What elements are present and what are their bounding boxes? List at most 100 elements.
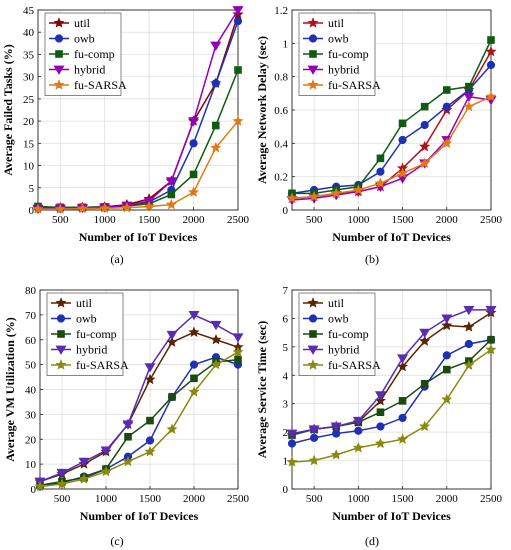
y-axis-label: Average VM Utilization (%) [3,317,17,462]
data-point-fu-SARSA [32,203,44,214]
x-tick-label: 2000 [436,493,459,505]
series-line-fu-comp [39,358,239,487]
y-tick-label: 5 [283,342,289,354]
y-tick-label: 80 [25,285,37,297]
y-tick-label: 7 [283,285,289,297]
x-tick-label: 2500 [480,493,503,505]
data-point-fu-comp [234,355,242,364]
y-tick-label: 10 [23,161,35,173]
y-tick-label: 0.2 [274,172,288,184]
data-point-owb [145,436,155,445]
x-tick-label: 2000 [436,214,459,226]
data-point-fu-SARSA [143,200,155,212]
legend-marker-util [55,297,67,308]
data-point-util [485,45,497,57]
data-point-owb [354,426,363,435]
data-point-fu-comp [442,365,451,374]
data-point-owb [376,422,385,431]
x-tick-label: 1000 [347,214,370,226]
data-point-hybrid [441,314,453,324]
series-hybrid [286,306,497,439]
y-axis-label: Average Failed Tasks (%) [1,44,15,175]
series-hybrid [34,310,244,487]
data-point-fu-SARSA [99,202,111,213]
legend-marker-owb [308,314,318,323]
data-point-fu-comp [376,154,385,163]
data-point-owb [420,120,429,130]
data-point-hybrid [463,306,475,316]
data-point-fu-SARSA [308,190,320,202]
y-tick-label: 30 [23,72,35,84]
legend-marker-hybrid [307,345,319,355]
legend-label-hybrid: hybrid [328,343,359,357]
panel-caption: (a) [110,252,123,266]
data-point-fu-SARSA [485,90,497,102]
legend-label-hybrid: hybrid [74,63,105,77]
data-point-fu-comp [189,170,198,179]
y-axis-label: Average Network Delay (sec) [255,36,269,184]
legend-marker-util [53,17,65,28]
legend-label-util: util [328,296,345,310]
data-point-owb [287,439,297,448]
data-point-hybrid [352,416,364,427]
legend-marker-fu-comp [309,330,317,338]
data-point-hybrid [330,422,342,432]
data-point-fu-SARSA [485,343,497,355]
y-tick-label: 70 [25,310,37,322]
legend-label-util: util [328,16,345,30]
data-point-hybrid [188,117,200,127]
legend-label-hybrid: hybrid [76,343,107,357]
y-tick-label: 0 [283,484,289,496]
x-tick-label: 500 [52,214,69,226]
series-line-hybrid [37,9,239,210]
legend-marker-owb [54,34,64,43]
data-point-fu-SARSA [308,454,320,466]
y-tick-label: 40 [23,27,35,39]
x-tick-label: 2500 [227,214,250,226]
x-axis-label: Number of IoT Devices [80,509,199,523]
legend-label-fu-SARSA: fu-SARSA [328,78,381,92]
legend-label-fu-SARSA: fu-SARSA [74,78,127,92]
data-point-owb [398,413,407,423]
plot-frame [37,9,239,211]
data-point-fu-comp [168,393,176,401]
legend-label-owb: owb [328,32,349,46]
y-tick-label: 0 [29,205,35,217]
data-point-owb [376,167,385,176]
y-tick-label: 1 [283,456,289,468]
data-point-fu-SARSA [463,100,475,112]
data-point-fu-comp [487,36,495,44]
data-point-util [463,321,475,332]
series-line-hybrid [291,309,491,435]
data-point-fu-SARSA [441,393,453,405]
data-point-fu-SARSA [419,157,431,169]
y-tick-label: 1 [283,38,289,50]
series-line-util [39,331,239,483]
panel-caption: (d) [365,534,379,548]
legend-label-fu-comp: fu-comp [328,47,369,61]
data-point-fu-SARSA [374,437,386,449]
series-fu-SARSA [286,343,497,467]
data-point-owb [486,60,496,70]
data-point-fu-SARSA [144,445,156,457]
x-axis-label: Number of IoT Devices [332,230,451,244]
data-point-owb [211,79,220,88]
data-point-fu-SARSA [210,358,222,370]
data-point-util [441,319,453,331]
data-point-fu-SARSA [330,187,342,199]
y-tick-label: 0.4 [274,138,288,150]
y-tick-label: 25 [23,94,35,106]
y-tick-label: 30 [25,409,37,421]
data-point-fu-SARSA [232,346,244,357]
data-point-fu-SARSA [397,433,409,444]
legend-marker-hybrid [55,345,67,355]
data-point-hybrid [232,6,244,16]
data-point-owb [310,433,319,442]
y-axis-label: Average Service Time (sec) [255,321,269,459]
data-point-fu-SARSA [463,359,475,371]
x-tick-label: 500 [306,493,323,505]
data-point-fu-SARSA [232,115,244,126]
legend-label-fu-comp: fu-comp [74,47,115,61]
data-point-fu-SARSA [397,167,409,179]
